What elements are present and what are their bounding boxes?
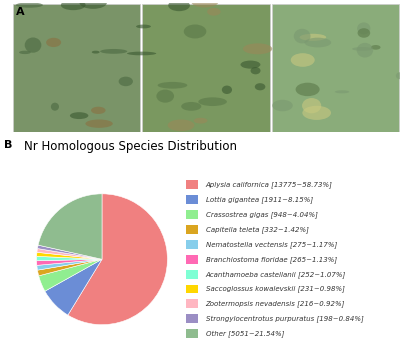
Ellipse shape <box>300 34 326 41</box>
Bar <box>186 329 198 338</box>
Text: Lottia gigantea [1911~8.15%]: Lottia gigantea [1911~8.15%] <box>206 196 313 203</box>
Bar <box>186 225 198 234</box>
Ellipse shape <box>80 0 107 9</box>
Ellipse shape <box>156 89 174 103</box>
Ellipse shape <box>51 103 59 111</box>
Ellipse shape <box>86 119 113 128</box>
Ellipse shape <box>168 119 194 131</box>
Text: Strongylocentrotus purpuratus [198~0.84%]: Strongylocentrotus purpuratus [198~0.84%… <box>206 315 363 322</box>
Bar <box>13 4 140 132</box>
Ellipse shape <box>357 43 373 57</box>
Ellipse shape <box>302 106 331 120</box>
Ellipse shape <box>272 100 293 111</box>
Ellipse shape <box>184 24 206 39</box>
Wedge shape <box>37 252 102 259</box>
Ellipse shape <box>25 38 41 53</box>
Ellipse shape <box>222 86 232 94</box>
Ellipse shape <box>191 0 219 8</box>
Ellipse shape <box>16 2 43 8</box>
Wedge shape <box>36 259 102 266</box>
Ellipse shape <box>198 97 227 106</box>
Bar <box>186 270 198 279</box>
Ellipse shape <box>304 38 331 47</box>
Ellipse shape <box>92 51 100 54</box>
Ellipse shape <box>352 47 372 51</box>
Bar <box>142 4 270 132</box>
Wedge shape <box>37 259 102 270</box>
Bar <box>186 255 198 264</box>
Ellipse shape <box>396 72 400 79</box>
Ellipse shape <box>371 45 380 50</box>
Bar <box>186 314 198 323</box>
Bar <box>186 285 198 293</box>
Bar <box>186 210 198 219</box>
Text: Crassostrea gigas [948~4.04%]: Crassostrea gigas [948~4.04%] <box>206 211 318 218</box>
Ellipse shape <box>119 77 133 86</box>
Ellipse shape <box>294 29 310 44</box>
Wedge shape <box>38 259 102 276</box>
Wedge shape <box>39 259 102 291</box>
Ellipse shape <box>168 0 190 11</box>
Ellipse shape <box>302 98 321 113</box>
Ellipse shape <box>255 83 265 90</box>
Bar <box>272 4 399 132</box>
Bar <box>186 240 198 249</box>
Ellipse shape <box>181 102 201 111</box>
Ellipse shape <box>194 118 208 124</box>
Ellipse shape <box>357 22 370 34</box>
Ellipse shape <box>19 51 31 54</box>
Ellipse shape <box>207 8 221 16</box>
Text: Nr Homologous Species Distribution: Nr Homologous Species Distribution <box>24 140 237 152</box>
Wedge shape <box>37 248 102 259</box>
Text: Zootermopsis nevadensis [216~0.92%]: Zootermopsis nevadensis [216~0.92%] <box>206 300 345 307</box>
Ellipse shape <box>70 112 88 119</box>
Ellipse shape <box>100 49 127 54</box>
Ellipse shape <box>158 82 187 89</box>
Text: Capitella teleta [332~1.42%]: Capitella teleta [332~1.42%] <box>206 226 308 233</box>
Ellipse shape <box>335 90 349 93</box>
Ellipse shape <box>61 0 86 10</box>
Text: Branchiostoma floridae [265~1.13%]: Branchiostoma floridae [265~1.13%] <box>206 256 337 263</box>
Wedge shape <box>68 194 168 325</box>
Text: B: B <box>4 140 12 150</box>
Ellipse shape <box>296 83 320 96</box>
Ellipse shape <box>250 67 260 74</box>
Text: Saccoglossus kowalevskii [231~0.98%]: Saccoglossus kowalevskii [231~0.98%] <box>206 286 344 292</box>
Wedge shape <box>38 245 102 259</box>
Bar <box>186 195 198 204</box>
Wedge shape <box>36 256 102 261</box>
Text: Other [5051~21.54%]: Other [5051~21.54%] <box>206 330 284 337</box>
Ellipse shape <box>240 61 260 69</box>
Bar <box>186 299 198 308</box>
Text: Aplysia californica [13775~58.73%]: Aplysia californica [13775~58.73%] <box>206 182 332 188</box>
Bar <box>186 180 198 189</box>
Ellipse shape <box>136 25 151 29</box>
Wedge shape <box>38 194 102 259</box>
Ellipse shape <box>91 107 106 114</box>
Ellipse shape <box>358 28 370 38</box>
Text: Nematostella vectensis [275~1.17%]: Nematostella vectensis [275~1.17%] <box>206 241 337 248</box>
Text: A: A <box>16 7 24 17</box>
Wedge shape <box>45 259 102 315</box>
Ellipse shape <box>46 38 61 47</box>
Ellipse shape <box>127 52 156 55</box>
Text: Acanthamoeba castellanii [252~1.07%]: Acanthamoeba castellanii [252~1.07%] <box>206 271 346 278</box>
Ellipse shape <box>243 44 272 54</box>
Ellipse shape <box>291 53 315 67</box>
